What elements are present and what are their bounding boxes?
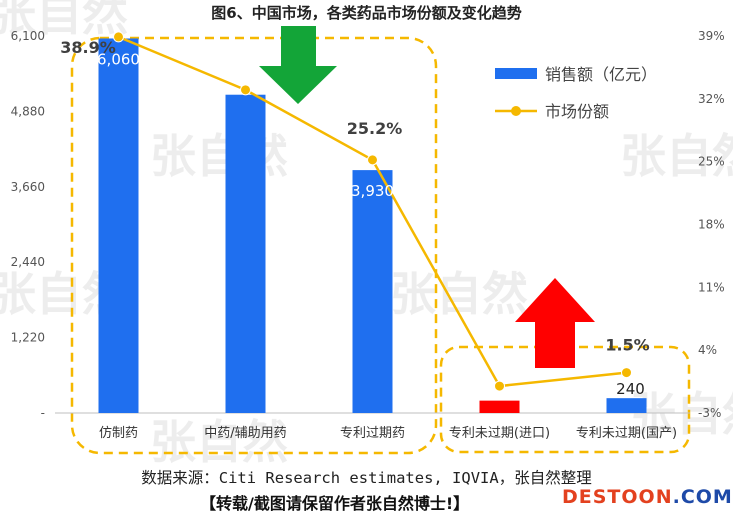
x-tick-label: 专利未过期(进口) [449,426,550,441]
bar-value-label: 3,930 [351,182,394,200]
legend-line-label: 市场份额 [545,102,609,121]
bar [352,170,393,413]
legend-bar-label: 销售额（亿元） [545,65,657,84]
y-right-tick-label: 32% [698,92,725,106]
y-left-tick-label: 2,440 [11,255,45,269]
y-right-tick-label: 39% [698,29,725,43]
y-right-tick-label: 11% [698,280,725,294]
share-line [113,31,632,392]
watermark-0: 张自然 [0,0,128,41]
y-left-tick-label: 6,100 [11,29,45,43]
legend-bar-swatch [495,68,537,79]
down-arrow-icon [259,26,337,104]
bar-value-label: 240 [616,380,645,398]
y-left-tick-label: - [41,406,45,420]
y-right-tick-label: 25% [698,155,725,169]
data-labels: 6,060 3,930 240 38.9% 25.2% 1.5% [60,38,649,398]
chart-title: 图6、中国市场，各类药品市场份额及变化趋势 [211,4,522,22]
dashed-box-top-three [70,36,438,455]
y-right-tick-label: -3% [698,406,721,420]
source-text: 数据来源：Citi Research estimates, IQVIA，张自然整… [141,469,592,487]
share-value-label: 25.2% [347,119,403,138]
share-point [240,84,251,96]
brand-part1: DESTOON [562,486,673,508]
x-tick-label: 专利未过期(国产) [576,426,677,441]
y-left-tick-label: 4,880 [11,104,45,118]
y-right-tick-label: 4% [698,343,717,357]
trend-arrows [259,26,595,368]
repost-notice: 【转载/截图请保留作者张自然博士!】 [200,494,470,513]
bar [606,398,647,413]
share-value-label: 1.5% [605,336,649,355]
watermark-2: 张自然 [620,129,733,183]
y-left-tick-label: 1,220 [11,331,45,345]
x-tick-label: 专利过期药 [340,426,405,441]
y-right-tick-label: 18% [698,218,725,232]
y-left-tick-label: 3,660 [11,180,45,194]
bar-value-label: 6,060 [97,50,140,68]
share-point [113,31,124,43]
brand-logo: DESTOON.COM [562,486,733,508]
share-point [621,367,632,379]
bar [479,400,520,413]
axes: - 1,220 2,440 3,660 4,880 6,100 -3% 4% 11% 18% 25%… [11,29,725,441]
share-point [494,380,505,392]
share-point [367,154,378,166]
watermark-6: 张自然 [150,415,288,469]
share-value-label: 38.9% [60,38,116,57]
legend-line-marker [511,106,521,116]
watermark-1: 张自然 [150,129,288,183]
bar [98,38,139,413]
legend: 销售额（亿元） 市场份额 [495,65,657,121]
bar [225,94,266,414]
up-arrow-icon [515,278,595,368]
x-tick-label: 仿制药 [99,426,138,441]
bars [98,38,647,414]
watermark-5: 张自然 [630,387,733,441]
x-tick-label: 中药/辅助用药 [204,426,286,441]
brand-part2: .COM [672,486,733,508]
